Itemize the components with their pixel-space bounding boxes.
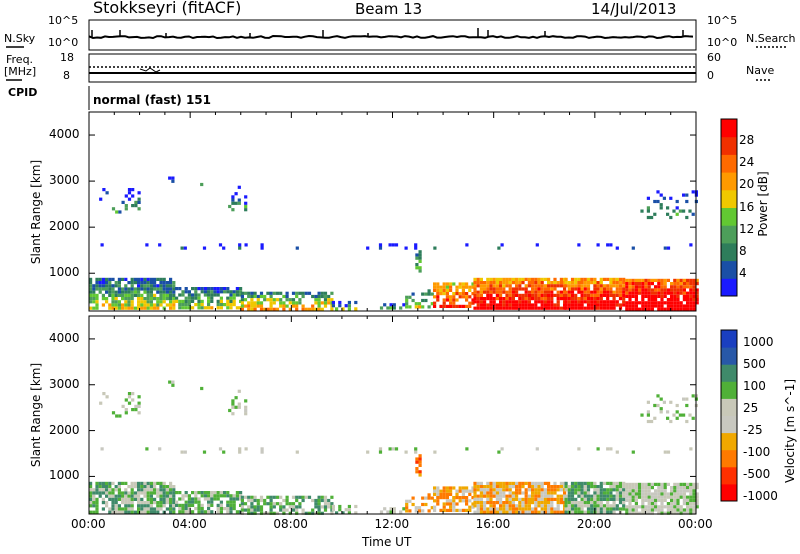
ytick-label: 1000 xyxy=(49,265,80,280)
velocity-colorbar-tick: -100 xyxy=(743,445,771,459)
power-colorbar-tick: 20 xyxy=(739,177,755,192)
noise-left-tick-top: 10^5 xyxy=(48,14,79,27)
velocity-colorbar xyxy=(720,329,738,502)
freq-left-tick-bottom: 8 xyxy=(63,69,70,82)
nsearch-label: N.Search xyxy=(746,32,796,45)
velocity-colorbar-tick: -25 xyxy=(743,423,763,437)
noise-panel xyxy=(88,19,697,51)
velocity-colorbar-label: Velocity [m s^-1] xyxy=(783,378,797,484)
velocity-colorbar-tick: -500 xyxy=(743,467,771,481)
beam-title: Beam 13 xyxy=(355,0,423,18)
station-title: Stokkseyri (fitACF) xyxy=(93,0,242,17)
noise-left-tick-bottom: 10^0 xyxy=(48,36,79,49)
freq-right-tick-top: 60 xyxy=(707,51,721,64)
freq-label-1: Freq. xyxy=(6,53,34,66)
velocity-ylabel: Slant Range [km] xyxy=(29,362,43,468)
noise-spikes xyxy=(91,28,684,37)
xtick-label: 04:00 xyxy=(172,517,207,531)
power-panel xyxy=(88,111,699,312)
power-colorbar-tick: 8 xyxy=(739,243,747,258)
nave-label: Nave xyxy=(746,64,775,77)
velocity-panel xyxy=(88,315,699,515)
xtick-label: 00:00 xyxy=(678,517,713,531)
xtick-label: 00:00 xyxy=(71,517,106,531)
power-colorbar-tick: 4 xyxy=(739,265,747,280)
freq-glitch xyxy=(139,67,161,73)
velocity-colorbar-tick: 25 xyxy=(743,401,759,415)
power-colorbar-tick: 16 xyxy=(739,199,755,214)
nsky-label: N.Sky xyxy=(4,32,36,45)
xtick-label: 12:00 xyxy=(374,517,410,531)
power-colorbar-tick: 24 xyxy=(739,155,755,170)
freq-label-2: [MHz] xyxy=(4,65,37,78)
ytick-label: 4000 xyxy=(49,127,80,142)
noise-frame xyxy=(88,19,697,51)
power-heatmap xyxy=(89,176,699,311)
cpid-value: normal (fast) 151 xyxy=(93,93,211,107)
ytick-label: 4000 xyxy=(49,330,80,345)
noise-right-tick-bottom: 10^0 xyxy=(707,36,738,49)
power-colorbar-label: Power [dB] xyxy=(756,171,770,237)
velocity-colorbar-tick: 500 xyxy=(743,357,766,371)
noise-right-tick-top: 10^5 xyxy=(707,14,738,27)
ytick-label: 1000 xyxy=(49,468,80,483)
ytick-label: 3000 xyxy=(49,376,80,391)
axis-ticks xyxy=(88,112,697,514)
power-colorbar xyxy=(720,118,738,297)
cpid-label: CPID xyxy=(8,86,38,99)
power-frame xyxy=(88,111,697,312)
power-ylabel: Slant Range [km] xyxy=(29,159,43,265)
freq-left-tick-top: 18 xyxy=(60,51,74,64)
date-title: 14/Jul/2013 xyxy=(591,0,677,18)
freq-frame xyxy=(88,53,697,83)
velocity-heatmap xyxy=(89,380,699,515)
power-colorbar-tick: 12 xyxy=(739,221,755,236)
xtick-label: 08:00 xyxy=(273,517,308,531)
velocity-colorbar-tick: 1000 xyxy=(743,335,774,349)
ytick-label: 3000 xyxy=(49,173,80,188)
noise-sky-line xyxy=(88,34,694,40)
ytick-label: 2000 xyxy=(49,219,80,234)
velocity-colorbar-tick: -1000 xyxy=(743,489,778,503)
freq-panel xyxy=(88,53,697,83)
xlabel: Time UT xyxy=(362,535,412,549)
freq-right-tick-bottom: 0 xyxy=(707,69,714,82)
xtick-label: 16:00 xyxy=(475,517,511,531)
xtick-label: 20:00 xyxy=(576,517,612,531)
velocity-colorbar-tick: 100 xyxy=(743,379,766,393)
power-colorbar-tick: 28 xyxy=(739,133,755,148)
ytick-label: 2000 xyxy=(49,422,80,437)
